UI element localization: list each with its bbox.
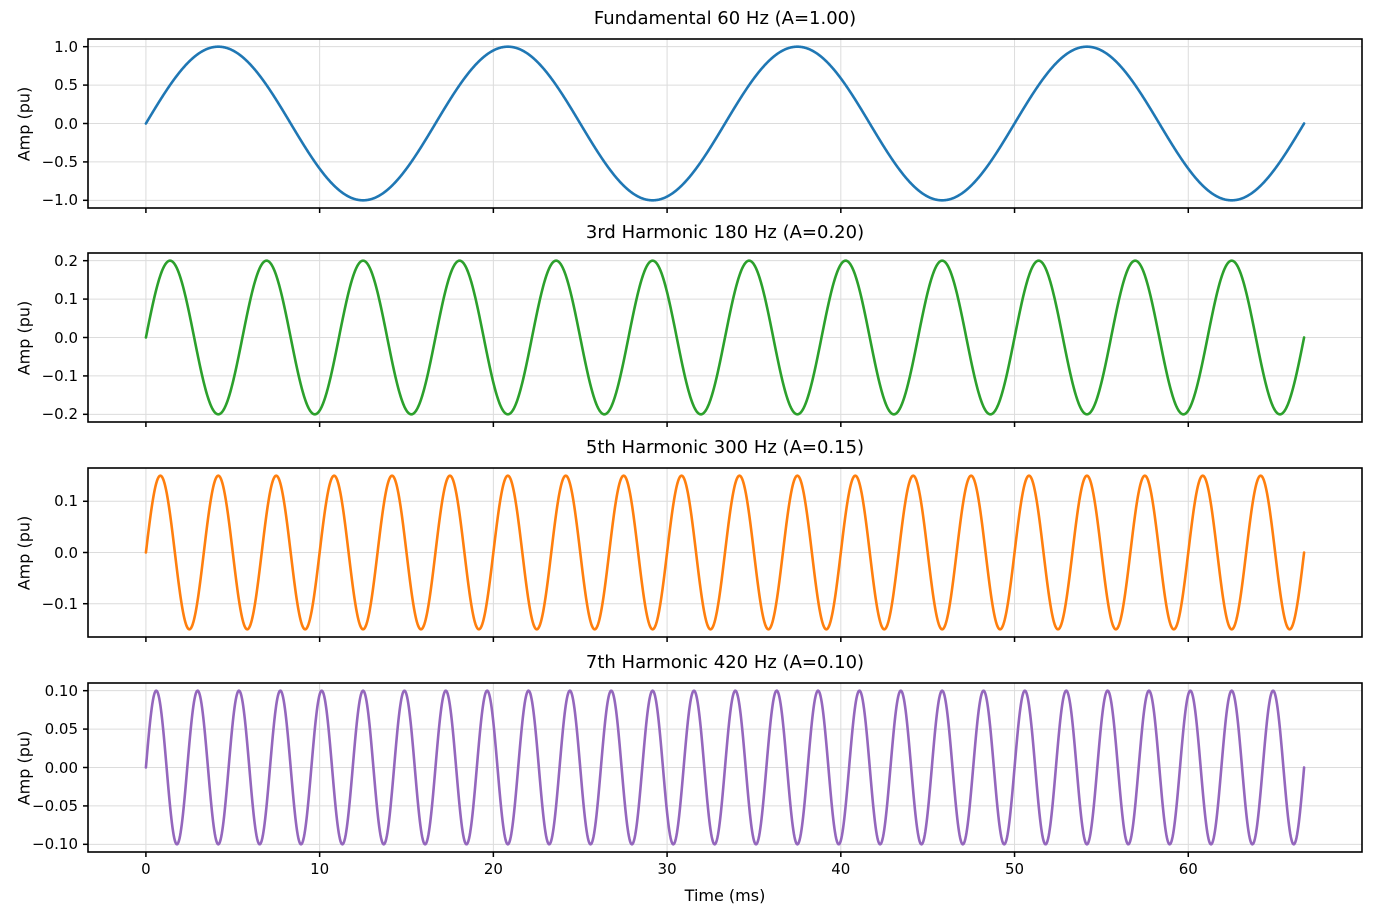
waveform-line-60hz (144, 45, 1306, 202)
x-tick-label: 40 (831, 860, 851, 878)
y-tick-label: −1.0 (41, 191, 78, 210)
x-tick-label: 20 (483, 860, 503, 878)
y-tick-label: 0.0 (54, 114, 78, 133)
y-tick-label: −0.5 (41, 152, 78, 171)
y-tick-label: −0.05 (32, 796, 78, 815)
x-tick-label: 10 (310, 860, 330, 878)
y-tick-label: 0.5 (54, 76, 78, 95)
x-tick-label: 30 (657, 860, 677, 878)
x-tick-label: 50 (1004, 860, 1025, 878)
subplot-2-title: 3rd Harmonic 180 Hz (A=0.20) (585, 222, 865, 243)
y-tick-label: 0.10 (44, 681, 78, 700)
subplot-1-title: Fundamental 60 Hz (A=1.00) (593, 8, 857, 29)
y-tick-label: 0.00 (44, 758, 78, 777)
y-tick-label: −0.1 (41, 366, 78, 385)
waveform-line-180hz (144, 259, 1306, 416)
y-tick-label: −0.1 (41, 594, 78, 613)
waveform-line-300hz (144, 474, 1306, 631)
y-tick-label: 0.1 (54, 290, 78, 309)
subplot-3-title: 5th Harmonic 300 Hz (A=0.15) (585, 437, 865, 458)
y-tick-label: 0.0 (54, 543, 78, 562)
waveform-line-420hz (144, 689, 1306, 846)
x-tick-label: 60 (1178, 860, 1198, 878)
x-tick-label: 0 (141, 860, 151, 878)
y-tick-label: −0.10 (32, 835, 78, 854)
y-tick-label: 0.0 (54, 328, 78, 347)
y-tick-label: 0.2 (54, 251, 78, 270)
y-tick-label: 0.05 (44, 720, 78, 739)
y-tick-label: 0.1 (54, 492, 78, 511)
y-tick-label: 1.0 (54, 37, 78, 56)
x-axis-label: Time (ms) (684, 886, 766, 905)
y-tick-label: −0.2 (41, 405, 78, 424)
subplot-4-title: 7th Harmonic 420 Hz (A=0.10) (585, 652, 865, 673)
